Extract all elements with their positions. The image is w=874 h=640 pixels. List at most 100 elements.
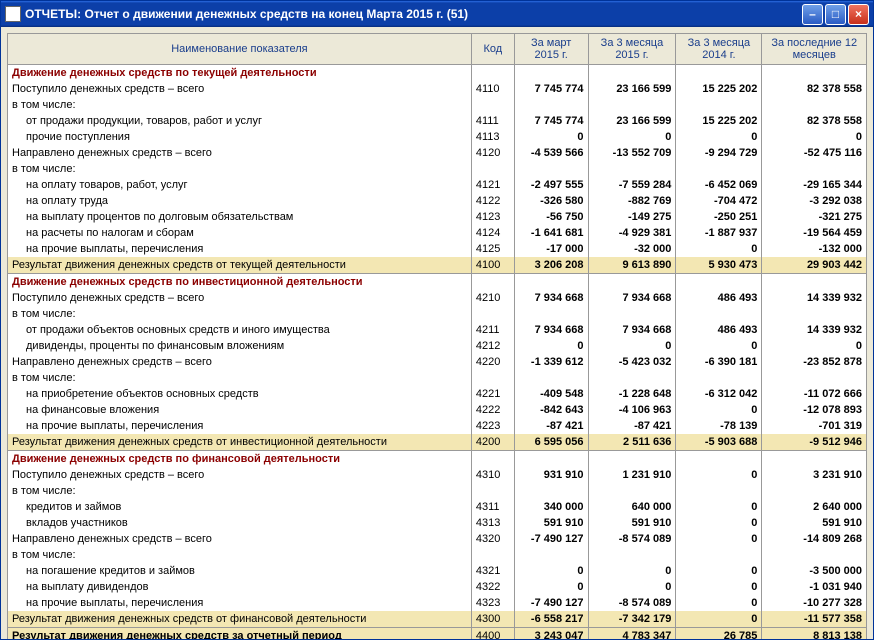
row-value: 6 595 056 [514, 434, 588, 451]
table-row: на финансовые вложения4222-842 643-4 106… [8, 402, 867, 418]
row-value: 2 511 636 [588, 434, 676, 451]
row-value [514, 97, 588, 113]
row-value: -1 641 681 [514, 225, 588, 241]
row-value: 8 813 138 [762, 628, 867, 640]
table-row: Направлено денежных средств – всего4120-… [8, 145, 867, 161]
row-value: -326 580 [514, 193, 588, 209]
table-row: в том числе: [8, 161, 867, 177]
row-value: -32 000 [588, 241, 676, 257]
row-value [514, 274, 588, 291]
row-name: на финансовые вложения [8, 402, 472, 418]
row-value: 931 910 [514, 467, 588, 483]
row-code: 4322 [471, 579, 514, 595]
row-name: Результат движения денежных средств от ф… [8, 611, 472, 628]
minimize-button[interactable]: – [802, 4, 823, 25]
row-value: -4 929 381 [588, 225, 676, 241]
row-name: Движение денежных средств по инвестицион… [8, 274, 472, 291]
row-code [471, 161, 514, 177]
row-code: 4110 [471, 81, 514, 97]
row-value: 0 [588, 338, 676, 354]
row-value [588, 547, 676, 563]
content-area: Наименование показателя Код За март 2015… [1, 27, 873, 639]
col-4: За последние 12 месяцев [762, 34, 867, 65]
row-code [471, 451, 514, 468]
row-name: дивиденды, проценты по финансовым вложен… [8, 338, 472, 354]
row-name: кредитов и займов [8, 499, 472, 515]
row-value: 340 000 [514, 499, 588, 515]
row-value: -29 165 344 [762, 177, 867, 193]
row-value: 0 [676, 241, 762, 257]
row-value: 3 206 208 [514, 257, 588, 274]
table-row: вкладов участников4313591 910591 9100591… [8, 515, 867, 531]
row-code: 4120 [471, 145, 514, 161]
row-value: -9 294 729 [676, 145, 762, 161]
row-value: 0 [676, 129, 762, 145]
row-value [588, 451, 676, 468]
row-value: 0 [588, 129, 676, 145]
row-name: в том числе: [8, 161, 472, 177]
row-name: Результат движения денежных средств от и… [8, 434, 472, 451]
row-name: Направлено денежных средств – всего [8, 354, 472, 370]
row-value: -7 490 127 [514, 595, 588, 611]
row-value: 7 934 668 [588, 290, 676, 306]
row-value: 486 493 [676, 322, 762, 338]
row-code: 4113 [471, 129, 514, 145]
row-value: -409 548 [514, 386, 588, 402]
row-name: вкладов участников [8, 515, 472, 531]
row-value: -9 512 946 [762, 434, 867, 451]
row-value: 0 [676, 515, 762, 531]
row-value: 591 910 [514, 515, 588, 531]
row-value: 23 166 599 [588, 81, 676, 97]
row-value: -701 319 [762, 418, 867, 434]
table-row: на прочие выплаты, перечисления4125-17 0… [8, 241, 867, 257]
row-name: прочие поступления [8, 129, 472, 145]
table-row: от продажи продукции, товаров, работ и у… [8, 113, 867, 129]
table-row: Результат движения денежных средств от ф… [8, 611, 867, 628]
table-row: в том числе: [8, 370, 867, 386]
close-button[interactable]: × [848, 4, 869, 25]
row-value: 0 [676, 338, 762, 354]
row-value: 29 903 442 [762, 257, 867, 274]
row-code [471, 97, 514, 113]
row-code [471, 274, 514, 291]
title-buttons: – □ × [802, 4, 869, 25]
row-value: -132 000 [762, 241, 867, 257]
col-code: Код [471, 34, 514, 65]
row-name: в том числе: [8, 306, 472, 322]
col-2: За 3 месяца 2015 г. [588, 34, 676, 65]
table-row: на погашение кредитов и займов4321000-3 … [8, 563, 867, 579]
row-code: 4212 [471, 338, 514, 354]
row-value [514, 65, 588, 82]
row-value [676, 306, 762, 322]
row-value: -7 559 284 [588, 177, 676, 193]
row-value: 1 231 910 [588, 467, 676, 483]
row-code: 4223 [471, 418, 514, 434]
row-value: 26 785 [676, 628, 762, 640]
row-value: -52 475 116 [762, 145, 867, 161]
row-value [676, 370, 762, 386]
row-value: 7 745 774 [514, 113, 588, 129]
row-code: 4125 [471, 241, 514, 257]
row-value: -10 277 328 [762, 595, 867, 611]
row-value: -11 072 666 [762, 386, 867, 402]
row-name: в том числе: [8, 97, 472, 113]
row-value: 7 934 668 [514, 290, 588, 306]
row-value [514, 306, 588, 322]
table-row: Поступило денежных средств – всего431093… [8, 467, 867, 483]
row-name: на расчеты по налогам и сборам [8, 225, 472, 241]
table-row: на расчеты по налогам и сборам4124-1 641… [8, 225, 867, 241]
row-value: 14 339 932 [762, 322, 867, 338]
row-value: -12 078 893 [762, 402, 867, 418]
row-value: -19 564 459 [762, 225, 867, 241]
row-value [762, 483, 867, 499]
row-name: Направлено денежных средств – всего [8, 531, 472, 547]
table-row: в том числе: [8, 483, 867, 499]
row-value: 0 [676, 579, 762, 595]
row-code: 4123 [471, 209, 514, 225]
row-value: -1 887 937 [676, 225, 762, 241]
row-value: 0 [588, 579, 676, 595]
row-code: 4221 [471, 386, 514, 402]
row-code: 4310 [471, 467, 514, 483]
maximize-button[interactable]: □ [825, 4, 846, 25]
table-row: Направлено денежных средств – всего4220-… [8, 354, 867, 370]
